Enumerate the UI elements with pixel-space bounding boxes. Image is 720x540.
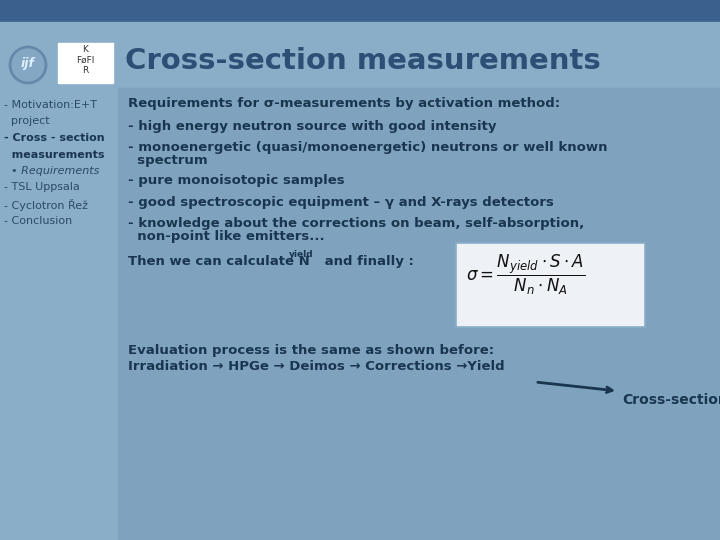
Text: project: project bbox=[4, 117, 50, 126]
Bar bbox=[0, 22, 720, 88]
Text: non-point like emitters...: non-point like emitters... bbox=[128, 230, 325, 243]
Bar bbox=[0, 88, 118, 540]
Text: Cross-section measurements: Cross-section measurements bbox=[125, 47, 600, 75]
Text: Evaluation process is the same as shown before:: Evaluation process is the same as shown … bbox=[128, 344, 494, 357]
Text: - TSL Uppsala: - TSL Uppsala bbox=[4, 183, 80, 192]
Text: - pure monoisotopic samples: - pure monoisotopic samples bbox=[128, 174, 345, 187]
Text: K
FøFI
R: K FøFI R bbox=[76, 45, 94, 75]
Text: - monoenergetic (quasi/monoenergetic) neutrons or well known: - monoenergetic (quasi/monoenergetic) ne… bbox=[128, 141, 608, 154]
Text: - Cyclotron Řež: - Cyclotron Řež bbox=[4, 199, 88, 211]
Text: ijf: ijf bbox=[21, 57, 35, 70]
Circle shape bbox=[10, 47, 46, 83]
Bar bbox=[58, 43, 113, 83]
Text: $\sigma = \dfrac{N_{yield} \cdot S \cdot A}{N_n \cdot N_A}$: $\sigma = \dfrac{N_{yield} \cdot S \cdot… bbox=[466, 253, 585, 297]
Text: yield: yield bbox=[289, 250, 314, 259]
FancyBboxPatch shape bbox=[456, 243, 645, 327]
Bar bbox=[0, 0, 720, 22]
Text: Requirements for σ-measurements by activation method:: Requirements for σ-measurements by activ… bbox=[128, 97, 560, 110]
Text: - Motivation:E+T: - Motivation:E+T bbox=[4, 100, 97, 110]
Text: - Conclusion: - Conclusion bbox=[4, 215, 72, 226]
Text: spectrum: spectrum bbox=[128, 154, 207, 167]
Text: measurements: measurements bbox=[4, 150, 104, 159]
Text: Then we can calculate N: Then we can calculate N bbox=[128, 255, 310, 268]
Text: Cross-sections: Cross-sections bbox=[622, 393, 720, 407]
Text: and finally :: and finally : bbox=[320, 255, 414, 268]
Text: Irradiation → HPGe → Deimos → Corrections →Yield: Irradiation → HPGe → Deimos → Correction… bbox=[128, 360, 505, 373]
Text: - high energy neutron source with good intensity: - high energy neutron source with good i… bbox=[128, 120, 497, 133]
Text: - good spectroscopic equipment – γ and X-rays detectors: - good spectroscopic equipment – γ and X… bbox=[128, 196, 554, 209]
Text: • Requirements: • Requirements bbox=[4, 166, 99, 176]
Text: - knowledge about the corrections on beam, self-absorption,: - knowledge about the corrections on bea… bbox=[128, 217, 584, 230]
Text: - Cross - section: - Cross - section bbox=[4, 133, 104, 143]
Bar bbox=[118, 88, 720, 540]
